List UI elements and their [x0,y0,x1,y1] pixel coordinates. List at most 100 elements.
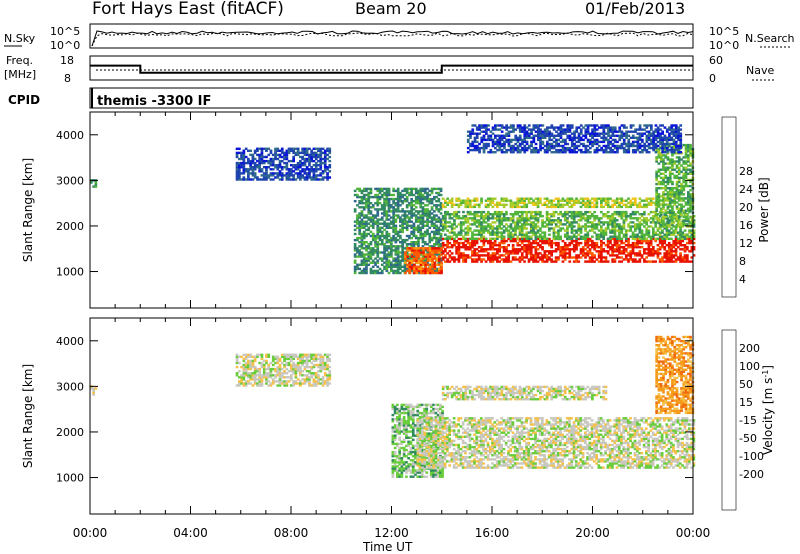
power-echo-cell [371,222,375,225]
power-echo-cell [464,248,468,251]
power-echo-cell [659,156,663,159]
power-echo-cell [666,195,670,198]
power-echo-cell [280,151,284,155]
power-echo-cell [459,223,463,226]
power-echo-cell [545,219,549,222]
power-echo-cell [645,217,648,220]
power-echo-cell [593,124,597,127]
power-echo-cell [500,217,504,220]
power-echo-cell [584,229,587,232]
power-echo-cell [613,134,617,137]
power-echo-cell [523,148,527,152]
power-echo-cell [408,216,411,219]
power-echo-cell [258,166,261,169]
power-echo-cell [550,203,553,206]
power-echo-cell [683,229,687,232]
power-echo-cell [509,130,513,133]
power-echo-cell [577,225,581,228]
power-echo-cell [383,257,386,260]
power-echo-cell [464,239,468,243]
power-echo-cell [482,227,486,230]
power-echo-cell [417,226,420,229]
power-echo-cell [523,250,526,253]
power-echo-cell [362,189,366,193]
power-echo-cell [487,239,490,243]
power-echo-cell [518,237,522,241]
power-echo-cell [365,206,368,209]
power-echo-cell [572,233,576,236]
power-echo-cell [620,246,624,249]
power-echo-cell [371,251,375,254]
power-echo-cell [358,202,361,205]
power-echo-cell [611,219,614,222]
power-echo-cell [444,237,447,240]
power-echo-cell [625,130,628,133]
power-echo-cell [369,220,373,223]
power-echo-cell [689,162,692,165]
power-echoes [90,124,696,275]
power-echo-cell [417,216,420,219]
power-echo-cell [534,148,538,152]
power-echo-cell [673,215,677,219]
power-echo-cell [561,140,565,144]
power-echo-cell [480,246,483,249]
power-echo-cell [428,189,432,193]
power-echo-cell [408,267,412,271]
power-echo-cell [399,267,402,271]
power-echo-cell [649,248,653,251]
power-echo-cell [530,148,533,152]
power-echo-cell [529,235,533,238]
power-echo-cell [477,246,481,249]
power-echo-cell [260,174,264,177]
power-echo-cell [532,140,536,144]
power-echo-cell [502,241,506,245]
power-echo-cell [473,203,477,206]
power-echo-cell [636,233,639,236]
power-echo-cell [414,189,418,193]
power-echo-cell [679,258,682,261]
power-echo-cell [444,219,447,222]
power-echo-cell [419,228,423,232]
power-echo-cell [410,212,413,215]
power-echo-cell [353,267,357,271]
power-echo-cell [529,227,533,230]
power-echo-cell [645,241,648,245]
power-echo-cell [670,246,673,249]
power-echo-cell [390,193,393,197]
power-echo-cell [493,231,497,234]
power-echo-cell [356,255,359,258]
power-echo-cell [485,128,488,131]
power-echo-cell [478,124,481,127]
power-echo-cell [543,136,547,139]
power-echo-cell [575,213,578,216]
power-echo-cell [514,231,517,234]
power-echo-cell [431,249,434,252]
power-echo-cell [444,244,447,247]
power-echo-cell [464,244,468,247]
power-echo-cell [448,254,452,257]
power-echo-cell [675,207,679,210]
power-echo-cell [674,258,678,261]
power-echo-cell [505,197,508,200]
power-echo-cell [541,219,544,222]
power-echo-cell [362,202,366,205]
power-echo-cell [353,224,357,227]
power-echo-cell [525,221,529,224]
power-echo-cell [618,130,622,133]
power-echo-cell [573,130,576,133]
power-echo-cell [595,250,599,253]
power-echo-cell [636,246,639,249]
power-echo-cell [647,213,651,216]
power-echo-cell [664,199,668,202]
power-echo-cell [423,204,427,207]
power-echo-cell [484,260,488,263]
power-echo-cell [570,144,574,148]
power-echo-cell [466,248,470,251]
power-echo-cell [602,134,606,137]
power-echo-cell [668,199,672,202]
power-echo-cell [657,197,661,200]
power-echo-cell [466,146,470,150]
power-echo-cell [662,197,665,200]
power-echo-cell [536,248,540,251]
power-echo-cell [468,223,472,226]
